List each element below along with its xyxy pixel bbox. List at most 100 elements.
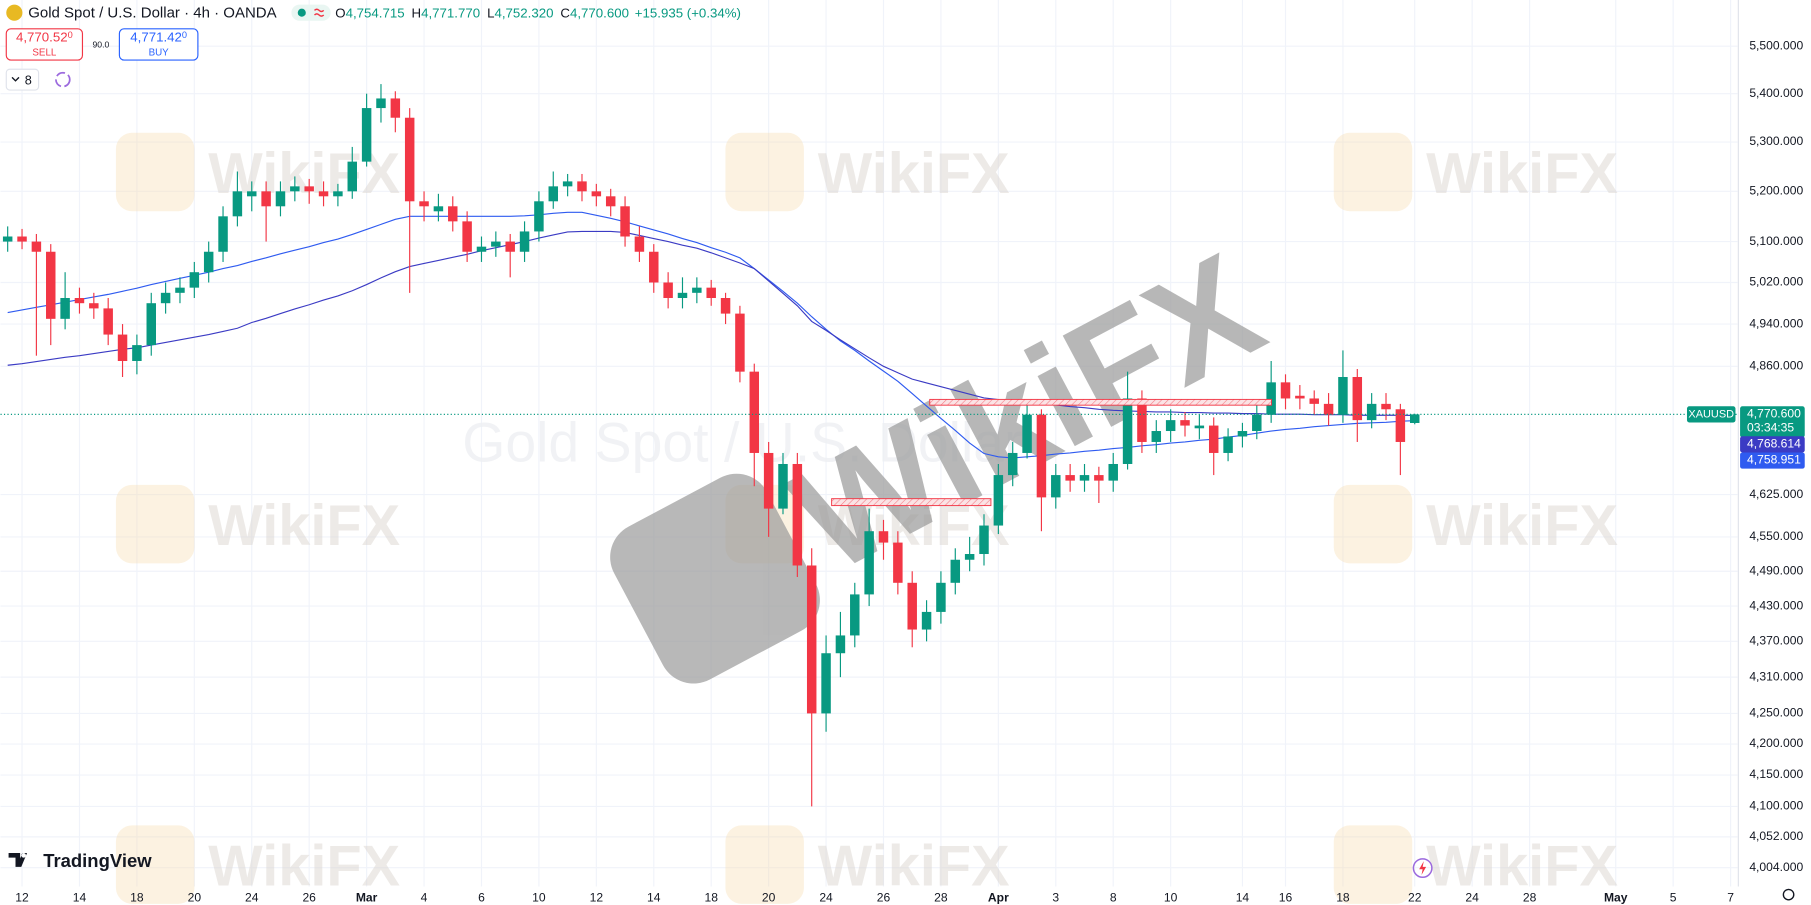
candle-body [1122, 398, 1133, 464]
candle-body [1409, 414, 1420, 424]
candle-body [146, 303, 156, 346]
status-dot [297, 8, 306, 17]
candle-body [1022, 414, 1032, 453]
candle-body [720, 298, 731, 314]
y-tick-label: 4,250.000 [1749, 706, 1803, 720]
candle-body [103, 308, 113, 335]
watermark-logo [115, 484, 195, 564]
candle-body [835, 635, 846, 654]
candle-body [89, 303, 99, 309]
candle-body [46, 251, 56, 319]
x-tick-label: 18 [704, 890, 718, 904]
ohlc-key: L [487, 5, 494, 20]
candle-body [649, 251, 659, 283]
spread: 90.0 [93, 39, 110, 49]
x-tick-label: 5 [1670, 890, 1677, 904]
watermark-logo [1333, 825, 1413, 904]
candle-body [735, 313, 745, 372]
x-tick-label: 20 [762, 890, 776, 904]
change: +15.935 (+0.34%) [635, 5, 741, 20]
x-tick-label: 24 [245, 890, 259, 904]
sell-label: SELL [32, 47, 57, 58]
candle-body [247, 191, 257, 197]
y-tick-label: 4,860.000 [1749, 359, 1803, 373]
candle-body [433, 206, 444, 212]
symbol-watermark: Gold Spot / U.S. Dollar [462, 412, 1022, 474]
x-tick-label: 16 [1279, 890, 1293, 904]
x-tick-label: 28 [1523, 890, 1537, 904]
watermark-text: WikiFX [1426, 142, 1618, 206]
candle-body [60, 298, 70, 319]
x-tick-label: 20 [188, 890, 202, 904]
sell-button[interactable] [5, 28, 84, 61]
refresh-icon[interactable] [55, 71, 71, 88]
candle-body [620, 206, 630, 237]
y-tick-label: 4,370.000 [1749, 634, 1803, 648]
status-badge[interactable] [291, 4, 331, 21]
candle-body [232, 191, 243, 217]
candle-body [1295, 395, 1305, 399]
x-tick-label: 14 [73, 890, 87, 904]
ohlc-key: H [412, 5, 422, 20]
candle-body [175, 287, 185, 293]
watermark-logo [115, 825, 195, 904]
buy-price: 4,771.420 [130, 30, 187, 45]
y-tick-label: 5,300.000 [1749, 134, 1803, 148]
candle-body [419, 201, 429, 207]
candle-body [318, 191, 329, 197]
y-tick-label: 5,500.000 [1749, 38, 1803, 52]
indicator-count: 8 [25, 73, 32, 87]
candle-body [605, 196, 616, 207]
candle-body [778, 463, 788, 509]
candle-body [1180, 420, 1190, 426]
candle-body [562, 181, 573, 187]
candle-body [1065, 475, 1075, 481]
brand: TradingView [8, 850, 152, 871]
alert-bolt [1419, 861, 1427, 875]
candle-body [1051, 475, 1061, 498]
plot [0, 84, 1738, 807]
settings-icon[interactable] [1782, 888, 1795, 901]
symbol-title[interactable]: Gold Spot / U.S. Dollar · 4h · OANDA [28, 4, 276, 21]
grid [0, 0, 1738, 887]
ohlc-value: 4,770.600 [570, 5, 629, 20]
candle-body [31, 241, 42, 252]
candle-body [1366, 403, 1377, 421]
countdown: 03:34:35 [1747, 420, 1794, 434]
x-tick-label: 26 [877, 890, 891, 904]
candle-body [921, 611, 932, 630]
watermark-logo [610, 473, 820, 684]
y-tick-label: 4,310.000 [1749, 669, 1803, 683]
candle-body [218, 216, 228, 252]
candle-body [361, 108, 372, 162]
candle-body [2, 236, 13, 242]
ohlc-key: C [560, 5, 570, 20]
candle-body [806, 565, 817, 714]
moving-average [7, 211, 1415, 459]
candle-body [1338, 376, 1348, 415]
y-tick-label: 4,940.000 [1749, 316, 1803, 330]
candle-body [17, 236, 27, 242]
candle-body [189, 272, 200, 288]
x-tick-label: 10 [532, 890, 546, 904]
y-tick-label: 4,004.000 [1749, 860, 1803, 874]
ohlc-legend: O4,754.715 H4,771.770 L4,752.320 C4,770.600… [335, 5, 741, 20]
alert-icon[interactable] [1412, 858, 1433, 879]
x-tick-label: 28 [934, 890, 948, 904]
candle-body [763, 452, 774, 509]
buy-button[interactable] [118, 28, 199, 61]
drawn-zone[interactable] [831, 498, 992, 507]
ohlc-value: 4,754.715 [346, 5, 405, 20]
buy-label: BUY [149, 47, 170, 58]
candle-body [979, 525, 989, 555]
chevron [11, 76, 20, 82]
candle-body [692, 287, 702, 293]
drawn-zone[interactable] [929, 398, 1272, 406]
candle-body [476, 246, 487, 252]
indicators-toggle[interactable] [5, 68, 40, 91]
price-axis: 12 14 18 20 24 26 Mar 4 6 10 12 14 18 20 24 26 28 Apr 3 8 10… [15, 0, 1811, 904]
x-tick-label: 18 [130, 890, 144, 904]
candle-body [1395, 409, 1406, 442]
